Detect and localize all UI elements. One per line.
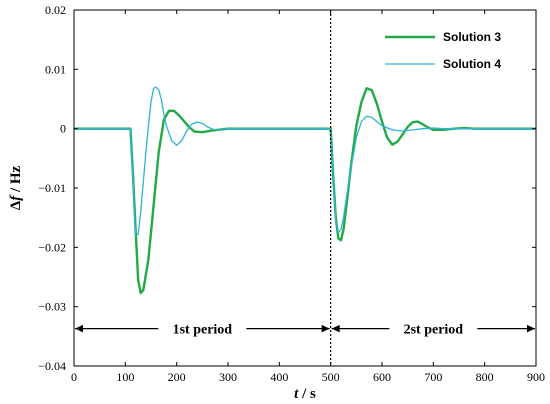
y-tick-label: 0 [60, 122, 66, 136]
x-tick-label: 200 [168, 370, 186, 384]
legend: Solution 3 Solution 4 [385, 30, 501, 71]
arrow-head-right [527, 324, 535, 333]
x-tick-label: 400 [270, 370, 288, 384]
period-label: 2st period [404, 323, 464, 338]
series-line-2 [74, 86, 536, 237]
period-annotation-1: 1st period [75, 319, 330, 338]
legend-item-1: Solution 3 [385, 30, 501, 44]
x-tick-label: 800 [476, 370, 494, 384]
x-tick-label: 0 [71, 370, 77, 384]
y-tick-label: 0.02 [45, 3, 66, 17]
x-axis-title: t / s [294, 386, 316, 402]
x-tick-label: 500 [322, 370, 340, 384]
period-label-bg [389, 319, 478, 338]
y-tick-label: 0.01 [45, 62, 66, 76]
x-tick-label: 600 [373, 370, 391, 384]
arrow-head-right [321, 324, 330, 333]
period-annotation-2: 2st period [331, 319, 535, 338]
x-tick-label: 700 [424, 370, 442, 384]
x-tick-label: 100 [116, 370, 134, 384]
y-tick-label: −0.04 [38, 359, 66, 373]
legend-label: Solution 4 [443, 57, 501, 71]
arrow-head-left [331, 324, 340, 333]
y-tick-label: −0.01 [38, 181, 66, 195]
x-tick-label: 300 [219, 370, 237, 384]
period-label: 1st period [173, 323, 233, 338]
y-axis-title: Δf / Hz [8, 165, 24, 210]
arrow-head-left [75, 324, 83, 333]
y-tick-label: −0.03 [38, 300, 66, 314]
x-tick-label: 900 [527, 370, 545, 384]
legend-label: Solution 3 [443, 30, 501, 44]
period-label-bg [158, 319, 247, 338]
legend-item-2: Solution 4 [385, 57, 501, 71]
y-tick-label: −0.02 [38, 240, 66, 254]
series-line-1 [74, 87, 536, 295]
